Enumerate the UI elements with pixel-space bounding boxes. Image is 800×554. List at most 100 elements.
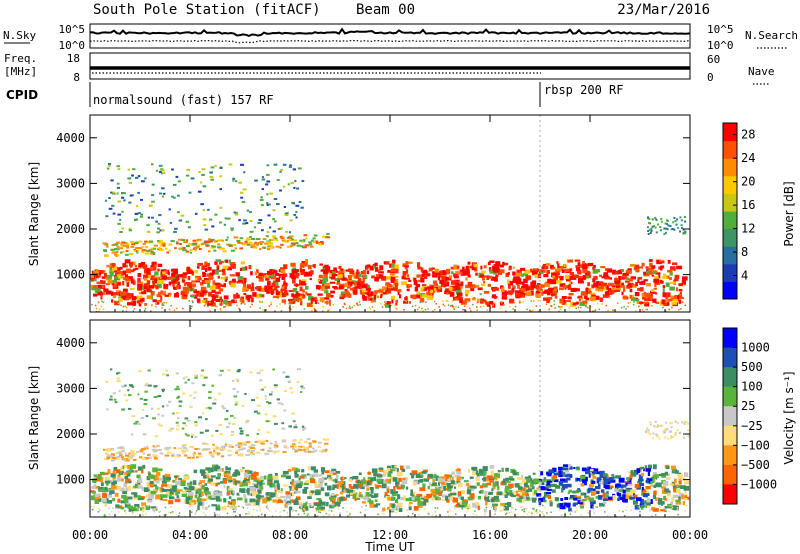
range-cell — [262, 448, 265, 451]
range-cell — [428, 482, 432, 487]
range-cell — [670, 501, 673, 507]
range-cell — [189, 445, 193, 448]
range-cell — [207, 262, 210, 267]
range-cell — [667, 259, 671, 264]
range-cell — [513, 278, 516, 283]
range-cell — [467, 468, 470, 473]
range-cell — [658, 274, 661, 279]
range-cell — [356, 269, 359, 275]
range-cell — [118, 450, 124, 453]
range-cell — [225, 409, 229, 412]
colorbar-tick: 500 — [741, 360, 763, 374]
range-cell — [230, 433, 235, 436]
range-cell — [307, 450, 312, 453]
range-cell — [283, 290, 288, 295]
range-cell — [566, 478, 571, 481]
range-cell — [173, 196, 176, 199]
range-cell — [151, 194, 155, 197]
range-cell — [523, 511, 526, 513]
range-cell — [672, 299, 679, 302]
range-cell — [228, 422, 231, 425]
range-cell — [144, 240, 148, 243]
range-cell — [191, 382, 195, 385]
range-cell — [147, 506, 150, 508]
range-cell — [632, 492, 636, 496]
range-cell — [637, 279, 640, 284]
range-cell — [396, 498, 399, 503]
range-cell — [189, 481, 193, 486]
range-cell — [215, 506, 221, 511]
range-cell — [96, 281, 102, 285]
range-cell — [576, 509, 578, 512]
range-cell — [507, 279, 510, 284]
range-cell — [664, 429, 667, 432]
range-cell — [104, 199, 108, 202]
range-cell — [282, 301, 284, 303]
range-cell — [209, 176, 214, 178]
range-cell — [537, 310, 540, 312]
range-cell — [156, 294, 159, 297]
range-cell — [300, 245, 304, 248]
range-cell — [182, 249, 187, 252]
range-cell — [102, 291, 106, 295]
range-cell — [259, 379, 263, 382]
range-cell — [217, 243, 221, 246]
range-cell — [370, 291, 374, 296]
range-cell — [144, 307, 147, 310]
range-cell — [386, 506, 390, 510]
range-cell — [682, 231, 685, 234]
range-cell — [270, 238, 276, 241]
range-cell — [512, 491, 516, 494]
range-cell — [154, 264, 157, 267]
range-cell — [457, 503, 462, 507]
range-cell — [310, 270, 314, 275]
range-cell — [196, 488, 202, 494]
range-cell — [259, 301, 261, 304]
range-cell — [300, 505, 305, 510]
range-cell — [606, 290, 610, 296]
range-cell — [378, 469, 384, 472]
range-cell — [124, 510, 126, 512]
range-cell — [279, 246, 282, 249]
range-cell — [178, 400, 183, 403]
range-cell — [319, 297, 325, 302]
range-cell — [395, 481, 400, 486]
range-cell — [457, 306, 460, 308]
range-cell — [403, 300, 409, 304]
range-cell — [142, 433, 147, 436]
range-cell — [352, 476, 359, 480]
range-cell — [670, 267, 676, 271]
range-cell — [332, 286, 338, 289]
range-cell — [153, 445, 158, 448]
range-cell — [239, 488, 246, 493]
range-cell — [507, 290, 514, 295]
range-cell — [110, 473, 116, 478]
range-cell — [405, 261, 409, 266]
range-cell — [661, 500, 664, 506]
range-cell — [539, 269, 544, 274]
range-cell — [449, 474, 453, 478]
range-cell — [389, 503, 393, 508]
range-cell — [318, 511, 320, 513]
range-cell — [135, 176, 139, 179]
range-cell — [517, 284, 520, 289]
range-cell — [121, 295, 127, 299]
range-cell — [219, 188, 223, 191]
range-cell — [502, 291, 509, 295]
range-cell — [398, 484, 401, 487]
range-cell — [244, 240, 248, 243]
range-cell — [234, 511, 236, 513]
range-cell — [264, 397, 268, 400]
range-cell — [194, 289, 198, 292]
range-cell — [369, 265, 374, 271]
range-cell — [678, 309, 680, 311]
range-cell — [140, 506, 143, 508]
range-cell — [575, 304, 577, 306]
range-cell — [173, 231, 177, 233]
range-cell — [351, 306, 354, 309]
range-cell — [509, 306, 511, 308]
range-cell — [198, 492, 203, 497]
range-cell — [193, 487, 198, 492]
range-cell — [152, 417, 156, 420]
range-cell — [570, 281, 573, 285]
